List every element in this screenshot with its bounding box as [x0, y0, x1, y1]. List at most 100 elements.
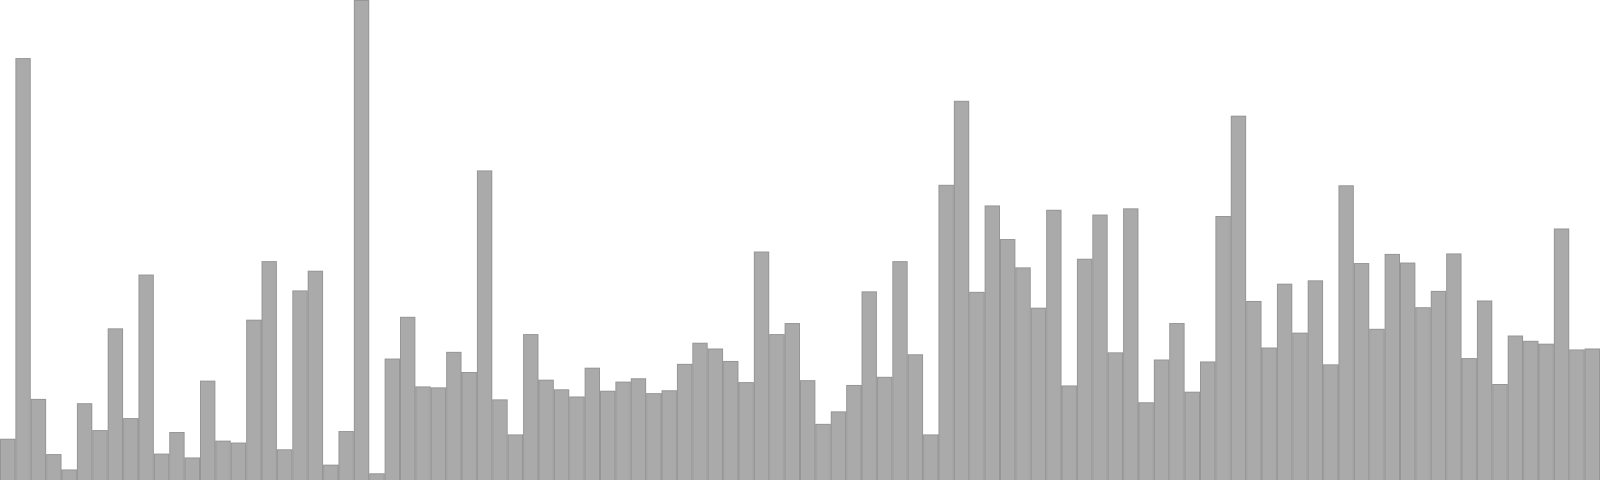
bar-90	[1369, 328, 1385, 480]
bar-26	[384, 358, 400, 480]
bar-9	[123, 418, 139, 480]
bar-33	[492, 399, 508, 480]
bar-58	[876, 376, 893, 480]
bar-62	[938, 184, 954, 480]
bar-46	[692, 342, 708, 480]
bar-96	[1461, 358, 1477, 480]
bar-12	[169, 432, 185, 480]
bar-43	[646, 393, 662, 480]
bar-101	[1538, 343, 1554, 480]
bar-60	[907, 354, 924, 480]
bar-1	[0, 438, 16, 480]
bar-56	[846, 384, 862, 480]
bar-97	[1476, 300, 1493, 480]
bar-104	[1584, 348, 1600, 480]
bar-89	[1353, 263, 1370, 480]
bar-102	[1553, 228, 1570, 480]
bar-17	[246, 319, 262, 480]
bar-32	[476, 170, 493, 480]
bar-67	[1015, 267, 1031, 480]
bar-81	[1230, 115, 1247, 480]
bar-24	[353, 0, 370, 480]
bar-64	[969, 291, 985, 480]
bar-70	[1061, 385, 1077, 480]
bar-92	[1400, 262, 1416, 480]
bar-30	[446, 351, 462, 480]
bar-95	[1446, 253, 1462, 480]
bar-98	[1492, 384, 1508, 480]
bar-66	[1000, 239, 1016, 480]
bar-84	[1276, 283, 1293, 480]
bar-14	[200, 380, 216, 480]
bar-54	[815, 423, 831, 480]
bar-49	[738, 382, 754, 480]
bar-4	[46, 454, 62, 480]
bar-103	[1569, 349, 1585, 480]
bar-78	[1184, 391, 1200, 480]
bar-7	[92, 430, 108, 480]
bar-37	[553, 389, 570, 480]
bar-94	[1430, 290, 1447, 480]
bar-80	[1215, 216, 1231, 480]
bar-31	[461, 372, 477, 480]
bar-72	[1092, 214, 1108, 480]
bar-19	[276, 449, 293, 480]
bar-40	[600, 390, 616, 480]
bar-77	[1169, 323, 1185, 480]
bar-18	[261, 261, 277, 480]
bar-83	[1261, 347, 1277, 480]
bar-82	[1246, 300, 1262, 480]
bar-44	[661, 390, 677, 480]
bar-88	[1338, 185, 1354, 480]
bar-68	[1030, 307, 1047, 480]
bar-86	[1307, 280, 1324, 480]
bar-22	[323, 464, 339, 480]
bar-51	[769, 334, 785, 480]
bar-75	[1138, 402, 1154, 480]
bar-100	[1523, 340, 1539, 480]
bar-59	[892, 261, 908, 480]
bar-41	[615, 381, 631, 480]
bar-21	[307, 270, 324, 480]
bar-8	[107, 328, 124, 480]
bar-63	[953, 100, 970, 480]
bar-3	[30, 398, 47, 480]
bar-23	[338, 431, 354, 480]
bar-39	[584, 367, 600, 480]
bar-85	[1292, 332, 1308, 480]
bar-28	[415, 386, 431, 480]
bar-91	[1384, 253, 1400, 480]
bar-27	[400, 316, 416, 480]
bar-35	[523, 334, 539, 480]
bar-48	[723, 360, 739, 480]
bar-65	[984, 205, 1000, 480]
bar-99	[1507, 335, 1524, 480]
bar-47	[707, 348, 724, 480]
bar-25	[369, 473, 385, 480]
bar-2	[15, 58, 31, 480]
bar-55	[830, 411, 847, 480]
bar-45	[676, 363, 693, 480]
bar-11	[153, 453, 170, 480]
bar-29	[430, 387, 447, 480]
bar-73	[1107, 352, 1124, 480]
bar-38	[569, 396, 585, 480]
bar-5	[61, 469, 77, 480]
bar-6	[76, 403, 93, 480]
bar-52	[784, 323, 800, 480]
bar-34	[507, 434, 524, 480]
bar-93	[1415, 307, 1431, 480]
bar-53	[800, 380, 816, 480]
bar-61	[923, 434, 939, 480]
bar-57	[861, 291, 877, 480]
bar-13	[184, 457, 200, 480]
bar-50	[753, 251, 770, 480]
bar-76	[1153, 359, 1170, 480]
bar-87	[1323, 364, 1339, 480]
bar-36	[538, 379, 554, 480]
bar-20	[292, 290, 308, 480]
bar-69	[1046, 209, 1062, 480]
bar-79	[1200, 361, 1216, 480]
